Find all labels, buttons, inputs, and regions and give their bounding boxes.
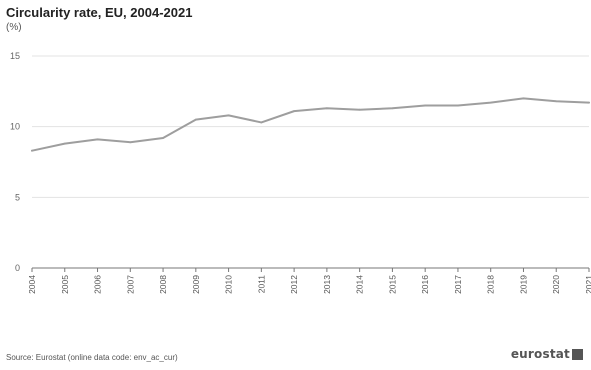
x-tick-label: 2008 [158,275,168,294]
y-tick-label: 10 [10,122,20,132]
x-tick-label: 2020 [551,275,561,294]
x-tick-label: 2004 [27,275,37,294]
x-tick-label: 2011 [256,275,266,294]
grid-lines [32,55,589,198]
x-tick-label: 2013 [322,275,332,294]
data-point [489,101,492,104]
data-point [96,138,99,141]
x-tick-label: 2005 [60,275,70,294]
y-tick-label: 5 [15,192,20,202]
data-point [358,108,361,111]
data-point [260,121,263,124]
data-point [391,107,394,110]
data-point [325,107,328,110]
x-tick-label: 2010 [224,275,234,294]
data-point [194,118,197,121]
x-axis [31,267,590,272]
chart-unit: (%) [6,22,22,33]
data-point [457,104,459,107]
source-note: Source: Eurostat (online data code: env_… [6,353,178,362]
x-tick-label: 2012 [289,275,299,294]
data-point [293,110,296,113]
x-tick-label: 2006 [93,275,103,294]
data-point [31,149,33,152]
x-tick-label: 2014 [355,275,365,294]
data-point [63,142,66,145]
data-point [129,141,132,144]
y-tick-label: 15 [10,51,20,61]
y-tick-labels: 0 5 10 15 [10,51,20,273]
data-point [227,114,230,117]
x-tick-label: 2007 [125,275,135,294]
data-point [522,97,525,100]
x-tick-label: 2016 [420,275,430,294]
x-tick-labels: 2004 2005 2006 2007 2008 2009 2010 2011 2012 2013… [27,275,591,294]
series-layer [31,97,590,152]
x-tick-label: 2018 [486,275,496,294]
x-tick-label: 2017 [453,275,463,294]
data-point [588,101,590,104]
logo-square-icon [572,348,583,360]
data-point [424,104,427,107]
x-tick-label: 2019 [518,275,528,294]
y-tick-label: 0 [15,263,20,273]
logo-text: eurostat [510,347,570,361]
data-point [162,137,164,139]
x-tick-label: 2009 [191,275,201,294]
x-tick-label: 2021 [584,275,591,294]
series-line [31,97,590,152]
x-tick-label: 2015 [387,275,397,294]
eurostat-logo: eurostat [511,347,583,361]
data-point [555,100,558,103]
chart-title: Circularity rate, EU, 2004-2021 [6,5,193,20]
